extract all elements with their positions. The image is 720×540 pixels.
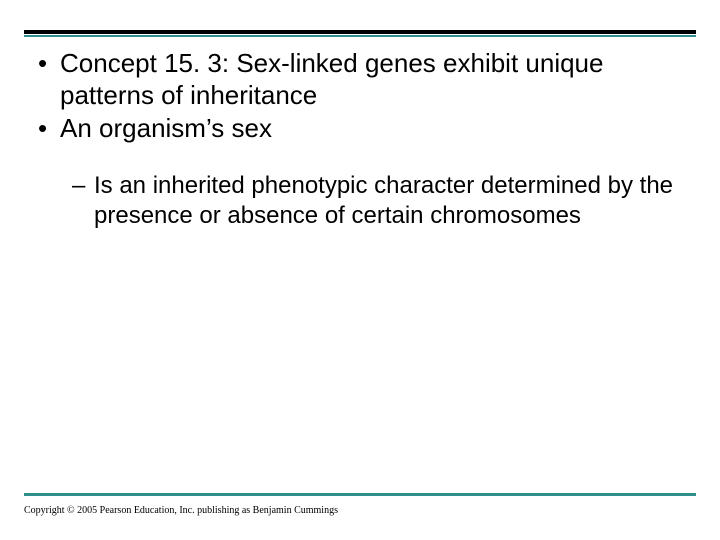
copyright-text: Copyright © 2005 Pearson Education, Inc.… [24,505,338,516]
top-rule [24,30,696,34]
bullet-list-level2-wrap: Is an inherited phenotypic character det… [36,171,684,231]
bullet-level1: An organism’s sex [36,113,684,145]
bottom-rule [24,493,696,496]
bullet-level2: Is an inherited phenotypic character det… [72,171,684,231]
bullet-level1: Concept 15. 3: Sex-linked genes exhibit … [36,48,684,111]
bullet-list-level2: Is an inherited phenotypic character det… [72,171,684,231]
bullet-list-level1: Concept 15. 3: Sex-linked genes exhibit … [36,48,684,145]
slide-content: Concept 15. 3: Sex-linked genes exhibit … [36,48,684,231]
